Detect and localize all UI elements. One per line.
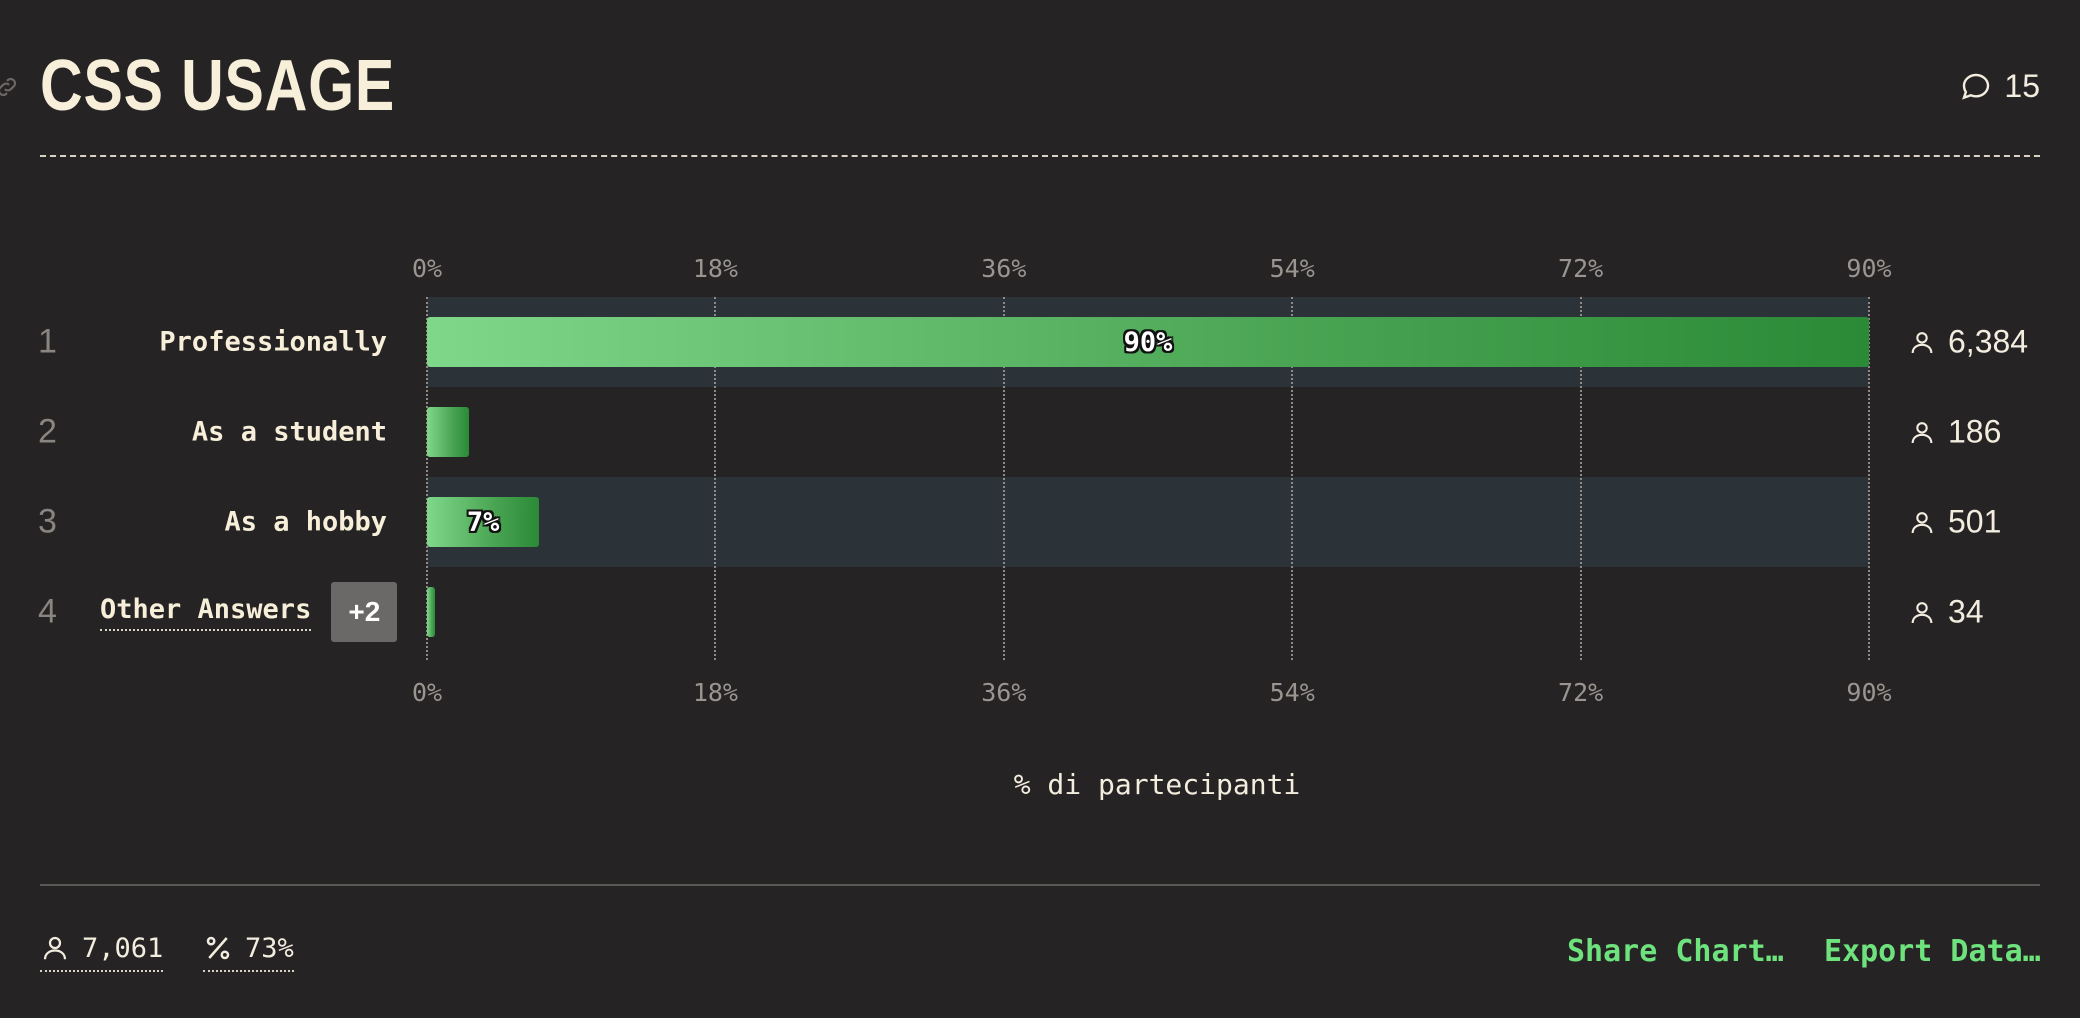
tick-label: 18% bbox=[692, 678, 738, 707]
comment-count: 15 bbox=[2004, 68, 2040, 104]
row-count-value: 34 bbox=[1948, 593, 1984, 630]
export-data-button[interactable]: Export Data… bbox=[1824, 934, 2041, 969]
other-answers-expand-button[interactable]: +2 bbox=[331, 582, 398, 642]
share-chart-button[interactable]: Share Chart… bbox=[1567, 934, 1784, 969]
tick-label: 72% bbox=[1558, 254, 1604, 283]
header-divider bbox=[40, 155, 2040, 157]
bar[interactable] bbox=[427, 407, 469, 457]
tick-label: 18% bbox=[692, 254, 738, 283]
tick-label: 54% bbox=[1269, 678, 1315, 707]
row-count: 186 bbox=[1908, 414, 2001, 451]
row-band bbox=[427, 477, 1869, 567]
row-label: Professionally bbox=[159, 326, 387, 358]
footer-divider bbox=[40, 884, 2040, 886]
row-count-value: 501 bbox=[1948, 503, 2002, 540]
other-answers-group: Other Answers +2 bbox=[100, 582, 398, 642]
tick-label: 72% bbox=[1558, 678, 1604, 707]
tick-label: 54% bbox=[1269, 254, 1315, 283]
tick-label: 90% bbox=[1846, 254, 1892, 283]
row-rank: 2 bbox=[38, 412, 57, 451]
row-rank: 3 bbox=[38, 502, 57, 541]
row-count-value: 6,384 bbox=[1948, 323, 2029, 360]
gridline bbox=[714, 297, 717, 660]
gridline bbox=[1579, 297, 1582, 660]
percent-icon bbox=[206, 936, 230, 960]
x-axis-top: 0% 18% 36% 54% 72% 90% bbox=[0, 254, 2080, 284]
person-icon bbox=[1911, 511, 1933, 533]
gridline bbox=[1002, 297, 1005, 660]
person-icon bbox=[1911, 601, 1933, 623]
x-axis-label: % di partecipanti bbox=[1013, 768, 1301, 801]
tick-label: 0% bbox=[411, 254, 443, 283]
bar-value-label: 7% bbox=[466, 506, 500, 538]
tick-label: 0% bbox=[411, 678, 443, 707]
tick-label: 36% bbox=[981, 254, 1027, 283]
row-count: 6,384 bbox=[1908, 324, 2028, 361]
bar[interactable]: 7% bbox=[427, 497, 540, 547]
row-count-value: 186 bbox=[1948, 413, 2002, 450]
row-label: As a hobby bbox=[224, 506, 387, 538]
respondents-count: 7,061 bbox=[82, 932, 164, 964]
row-band bbox=[427, 567, 1869, 657]
link-icon[interactable] bbox=[0, 74, 20, 100]
bar[interactable] bbox=[427, 587, 435, 637]
row-band bbox=[427, 387, 1869, 477]
tick-label: 36% bbox=[981, 678, 1027, 707]
comment-icon bbox=[1962, 73, 1990, 100]
gridline bbox=[1868, 297, 1870, 660]
completion-stat[interactable]: 73% bbox=[203, 932, 294, 972]
row-count: 501 bbox=[1908, 504, 2001, 541]
chart-title: CSS USAGE bbox=[40, 46, 396, 126]
gridline bbox=[1291, 297, 1294, 660]
tick-label: 90% bbox=[1846, 678, 1892, 707]
row-rank: 1 bbox=[38, 322, 57, 361]
person-icon bbox=[1911, 331, 1933, 353]
other-answers-link[interactable]: Other Answers bbox=[100, 594, 312, 631]
gridline bbox=[426, 297, 428, 660]
comments-button[interactable]: 15 bbox=[1960, 68, 2040, 105]
row-label: As a student bbox=[191, 416, 387, 448]
completion-percent: 73% bbox=[245, 932, 294, 964]
row-count: 34 bbox=[1908, 594, 1984, 631]
respondents-stat[interactable]: 7,061 bbox=[40, 932, 164, 972]
person-icon bbox=[1911, 421, 1933, 443]
person-icon bbox=[43, 936, 67, 960]
bar-value-label: 90% bbox=[1123, 326, 1173, 358]
x-axis-bottom: 0% 18% 36% 54% 72% 90% bbox=[0, 678, 2080, 708]
plot-area: 90% 7% bbox=[426, 297, 1870, 660]
bar[interactable]: 90% bbox=[427, 317, 1869, 367]
row-rank: 4 bbox=[38, 592, 57, 631]
